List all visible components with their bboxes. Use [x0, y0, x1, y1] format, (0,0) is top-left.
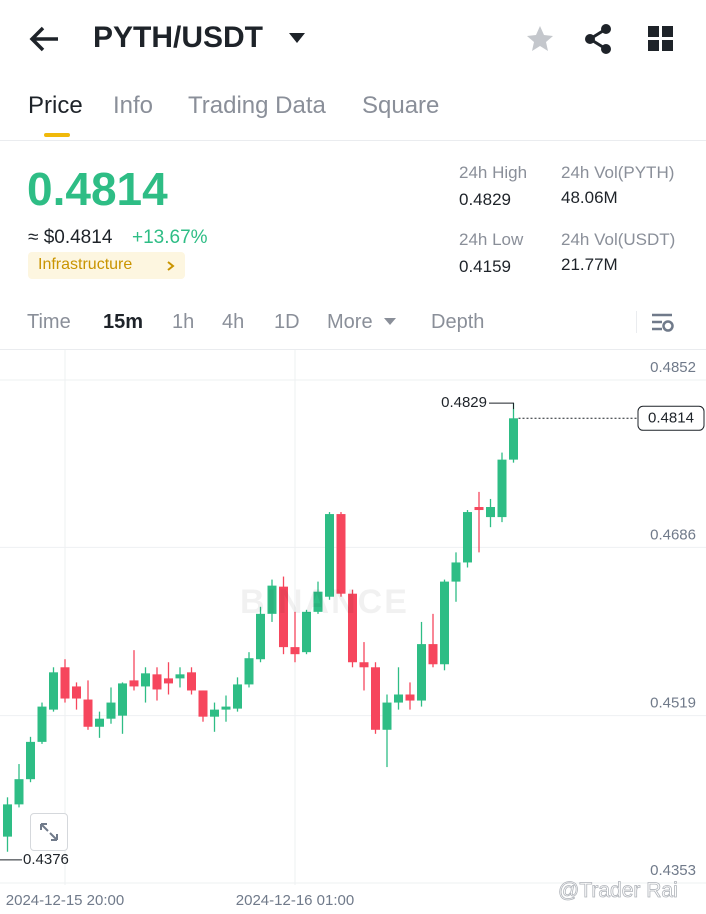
high-marker [489, 402, 514, 410]
pair-caret[interactable] [288, 32, 306, 44]
candle-body [83, 699, 93, 727]
tab-indicator [44, 133, 70, 137]
candle-body [394, 694, 403, 703]
candle-body [486, 507, 495, 518]
stat-label: 24h Vol(USDT) [561, 230, 676, 249]
candle-body [49, 672, 58, 710]
candle-body [497, 459, 507, 518]
candle-body [371, 667, 380, 730]
candle-body [26, 741, 35, 780]
divider [0, 140, 706, 141]
tag-text: Infrastructure [38, 256, 133, 273]
candle-body [233, 684, 242, 709]
candle-body [3, 804, 12, 837]
grid-icon[interactable] [648, 26, 674, 52]
candle-body [60, 667, 70, 699]
stat-label: 24h Low [459, 230, 524, 249]
tag-badge[interactable]: Infrastructure [28, 252, 185, 279]
stat-value: 21.77M [561, 255, 618, 274]
y-tick-label: 0.4353 [650, 862, 696, 879]
candle-body [382, 702, 392, 730]
interval[interactable]: 15m [103, 311, 144, 333]
candle-body [152, 674, 162, 690]
candle-body [359, 662, 369, 668]
watermark: BINANCE [240, 583, 409, 621]
interval[interactable]: Time [27, 311, 71, 333]
price-change: +13.67% [132, 227, 208, 248]
interval[interactable]: Depth [431, 311, 485, 333]
stat-label: 24h High [459, 163, 528, 182]
candle-body [175, 674, 185, 679]
separator [636, 311, 637, 333]
candle-body [417, 644, 426, 701]
candle-body [279, 586, 288, 648]
interval[interactable]: 1h [172, 311, 195, 333]
last-price-label: 0.4814 [648, 409, 694, 426]
candle-body [14, 779, 24, 805]
candle-body [118, 683, 127, 716]
tab[interactable]: Square [362, 92, 440, 119]
stat-value: 0.4159 [459, 257, 511, 276]
favorite-icon[interactable] [526, 25, 554, 53]
y-tick-label: 0.4852 [650, 359, 696, 376]
high-label: 0.4829 [441, 394, 487, 411]
expand-icon [40, 823, 58, 841]
x-tick-label: 2024-12-16 01:00 [236, 892, 354, 909]
low-label: 0.4376 [23, 851, 69, 868]
candle-body [198, 690, 208, 717]
candle-body [141, 673, 150, 687]
interval[interactable]: 1D [274, 311, 300, 333]
candle-body [256, 613, 265, 660]
candle-body [72, 686, 81, 699]
stat-label: 24h Vol(PYTH) [561, 163, 675, 182]
candle-body [474, 507, 484, 511]
candle-body [290, 647, 300, 655]
last-price-box [637, 405, 705, 431]
y-tick-label: 0.4686 [650, 526, 696, 543]
expand-button[interactable] [30, 813, 68, 851]
candle-body [187, 672, 196, 691]
tag-chevron [167, 261, 175, 271]
interval[interactable]: More [327, 311, 373, 333]
tab[interactable]: Trading Data [188, 92, 326, 119]
candle-body [106, 702, 116, 719]
candle-body [164, 678, 173, 684]
candle-body [325, 514, 334, 597]
watermark: @Trader Rai [558, 879, 679, 903]
pair-title[interactable]: PYTH/USDT [93, 21, 264, 54]
candle-body [37, 706, 47, 742]
candle-body [336, 514, 346, 594]
stat-value: 48.06M [561, 188, 618, 207]
candle-body [405, 694, 415, 701]
candle-body [302, 611, 311, 653]
candle-body [440, 581, 449, 665]
more-caret[interactable] [383, 317, 397, 326]
candle-body [451, 562, 461, 582]
tab[interactable]: Price [28, 92, 83, 119]
last-price: 0.4814 [27, 163, 168, 215]
tab[interactable]: Info [113, 92, 154, 119]
stat-value: 0.4829 [459, 190, 511, 209]
candle-body [210, 709, 219, 717]
candle-body [129, 680, 139, 687]
candle-body [463, 512, 472, 563]
candle-body [348, 593, 357, 663]
back-button[interactable] [28, 24, 62, 54]
share-icon[interactable] [584, 24, 612, 54]
x-tick-label: 2024-12-15 20:00 [6, 892, 124, 909]
chart-settings-icon[interactable] [651, 312, 675, 334]
candle-body [428, 644, 438, 665]
candle-body [221, 706, 231, 710]
divider [0, 349, 706, 350]
candle-body [95, 718, 104, 727]
candle-body [267, 585, 277, 614]
y-tick-label: 0.4519 [650, 695, 696, 712]
interval[interactable]: 4h [222, 311, 245, 333]
candle-body [244, 658, 254, 685]
usd-price: ≈ $0.4814 [28, 227, 113, 248]
candle-body [509, 418, 518, 460]
candle-body [313, 591, 323, 612]
